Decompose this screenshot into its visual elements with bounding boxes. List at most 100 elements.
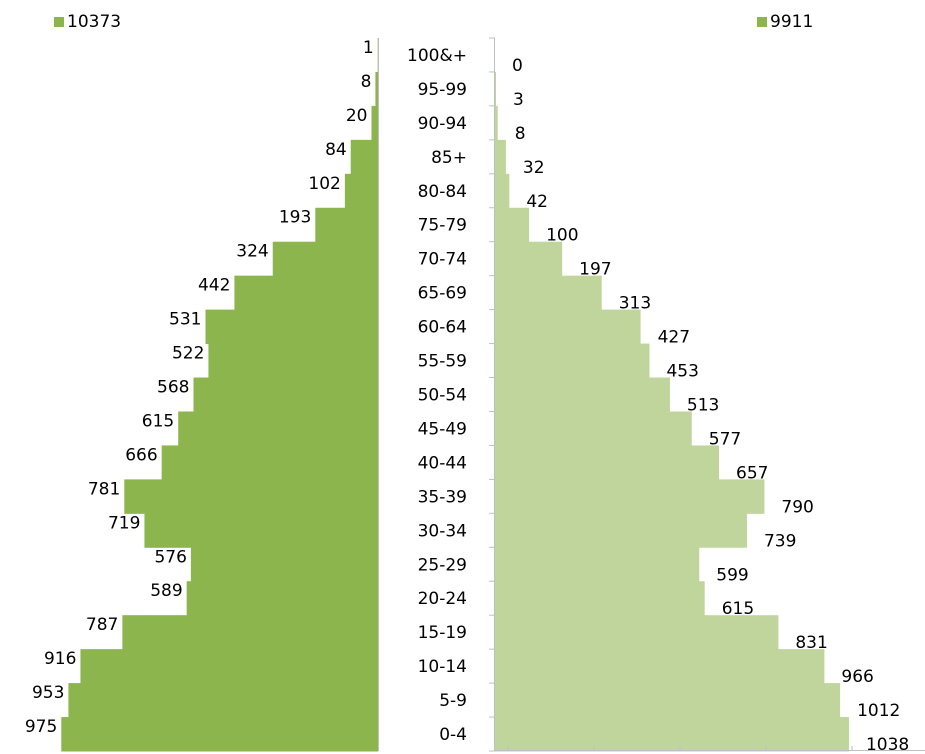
legend-right: 9911 xyxy=(757,12,813,32)
data-label-right-3: 32 xyxy=(523,158,545,178)
data-label-left-12: 666 xyxy=(125,445,157,465)
data-label-right-12: 657 xyxy=(736,463,768,483)
data-label-left-5: 193 xyxy=(279,208,311,228)
bar-right-20 xyxy=(495,717,849,752)
data-label-left-14: 719 xyxy=(108,513,140,533)
bar-left-17 xyxy=(122,615,378,650)
legend-label-left: 10373 xyxy=(67,12,122,32)
data-label-right-6: 197 xyxy=(579,260,611,280)
data-label-right-7: 313 xyxy=(619,294,651,314)
data-label-left-17: 787 xyxy=(86,615,118,635)
bar-right-18 xyxy=(495,649,825,684)
bar-left-4 xyxy=(344,173,378,209)
bar-left-16 xyxy=(186,581,378,616)
category-label-11: 45-49 xyxy=(418,419,467,439)
data-label-right-19: 1012 xyxy=(857,701,900,721)
category-labels: 100&+ 95-99 90-94 85+ 80-84 75-79 70-74 65-69 60… xyxy=(407,46,467,745)
category-label-10: 50-54 xyxy=(418,386,467,406)
data-label-right-2: 8 xyxy=(515,124,526,144)
data-label-right-16: 615 xyxy=(722,599,754,619)
category-label-14: 30-34 xyxy=(418,521,467,541)
bar-left-10 xyxy=(193,377,378,412)
bar-right-4 xyxy=(495,173,510,209)
category-label-13: 35-39 xyxy=(418,487,467,507)
category-label-4: 80-84 xyxy=(418,182,467,202)
data-label-left-11: 615 xyxy=(142,411,174,431)
series-right-bars xyxy=(495,71,849,752)
legend-swatch-right xyxy=(757,17,767,27)
bar-left-3 xyxy=(350,139,378,175)
bar-left-18 xyxy=(80,649,378,684)
bar-right-17 xyxy=(495,615,779,650)
category-label-20: 0-4 xyxy=(439,725,467,745)
bar-right-16 xyxy=(495,581,705,616)
bar-right-2 xyxy=(495,105,498,141)
axis-ticks xyxy=(489,37,853,752)
bar-left-7 xyxy=(234,275,378,311)
bar-left-12 xyxy=(161,445,378,480)
category-label-12: 40-44 xyxy=(418,453,467,473)
bar-right-12 xyxy=(495,445,720,480)
data-label-left-13: 781 xyxy=(88,479,120,499)
category-label-17: 15-19 xyxy=(418,623,467,643)
data-label-left-6: 324 xyxy=(236,242,268,262)
bar-right-3 xyxy=(495,139,506,175)
bar-left-19 xyxy=(68,683,378,718)
category-label-0: 100&+ xyxy=(407,46,467,66)
data-label-right-4: 42 xyxy=(526,192,548,212)
legend-label-right: 9911 xyxy=(770,12,814,32)
bar-left-1 xyxy=(375,71,378,107)
data-label-left-1: 8 xyxy=(361,72,372,92)
bar-right-10 xyxy=(495,377,670,412)
category-label-5: 75-79 xyxy=(418,216,467,236)
category-label-2: 90-94 xyxy=(418,114,467,134)
bar-left-14 xyxy=(144,513,378,548)
bar-right-7 xyxy=(495,275,602,311)
bar-left-2 xyxy=(371,105,378,141)
data-label-left-4: 102 xyxy=(308,174,340,194)
data-label-right-14: 739 xyxy=(764,531,796,551)
bar-left-15 xyxy=(190,547,378,582)
data-label-right-13: 790 xyxy=(781,497,813,517)
bar-left-13 xyxy=(124,479,378,514)
bar-right-19 xyxy=(495,683,841,718)
data-label-left-20: 975 xyxy=(25,717,57,737)
bar-right-15 xyxy=(495,547,700,582)
bar-right-14 xyxy=(495,513,747,548)
data-label-right-5: 100 xyxy=(546,226,578,246)
data-label-left-16: 589 xyxy=(150,581,182,601)
data-label-right-1: 3 xyxy=(513,90,524,110)
data-label-left-8: 531 xyxy=(169,310,201,330)
data-label-right-11: 577 xyxy=(709,429,741,449)
data-label-right-8: 427 xyxy=(658,328,690,348)
bar-right-13 xyxy=(495,479,765,514)
category-label-19: 5-9 xyxy=(439,691,467,711)
data-label-right-17: 831 xyxy=(795,633,827,653)
category-label-3: 85+ xyxy=(431,148,467,168)
category-label-16: 20-24 xyxy=(418,589,467,609)
data-label-left-3: 84 xyxy=(325,140,347,160)
data-label-left-9: 522 xyxy=(172,344,204,364)
data-label-right-10: 513 xyxy=(687,396,719,416)
data-label-left-2: 20 xyxy=(346,106,368,126)
data-label-right-9: 453 xyxy=(666,362,698,382)
bar-right-6 xyxy=(495,241,563,277)
bar-right-11 xyxy=(495,411,692,446)
bar-left-9 xyxy=(208,343,378,379)
bar-right-8 xyxy=(495,309,641,345)
data-label-left-19: 953 xyxy=(32,683,64,703)
bar-left-6 xyxy=(272,241,378,277)
data-label-right-15: 599 xyxy=(716,565,748,585)
bar-left-20 xyxy=(61,717,378,752)
category-label-15: 25-29 xyxy=(418,555,467,575)
data-label-left-7: 442 xyxy=(198,276,230,296)
data-labels: 1 0 8 3 20 8 84 32 102 42 193 100 324 197 442 313 531 427… xyxy=(25,38,909,754)
category-label-18: 10-14 xyxy=(418,657,467,677)
legend-swatch-left xyxy=(54,17,64,27)
data-label-left-0: 1 xyxy=(363,38,374,58)
data-label-right-18: 966 xyxy=(841,667,873,687)
bar-right-9 xyxy=(495,343,650,379)
category-label-6: 70-74 xyxy=(418,250,467,270)
bar-left-8 xyxy=(205,309,378,345)
